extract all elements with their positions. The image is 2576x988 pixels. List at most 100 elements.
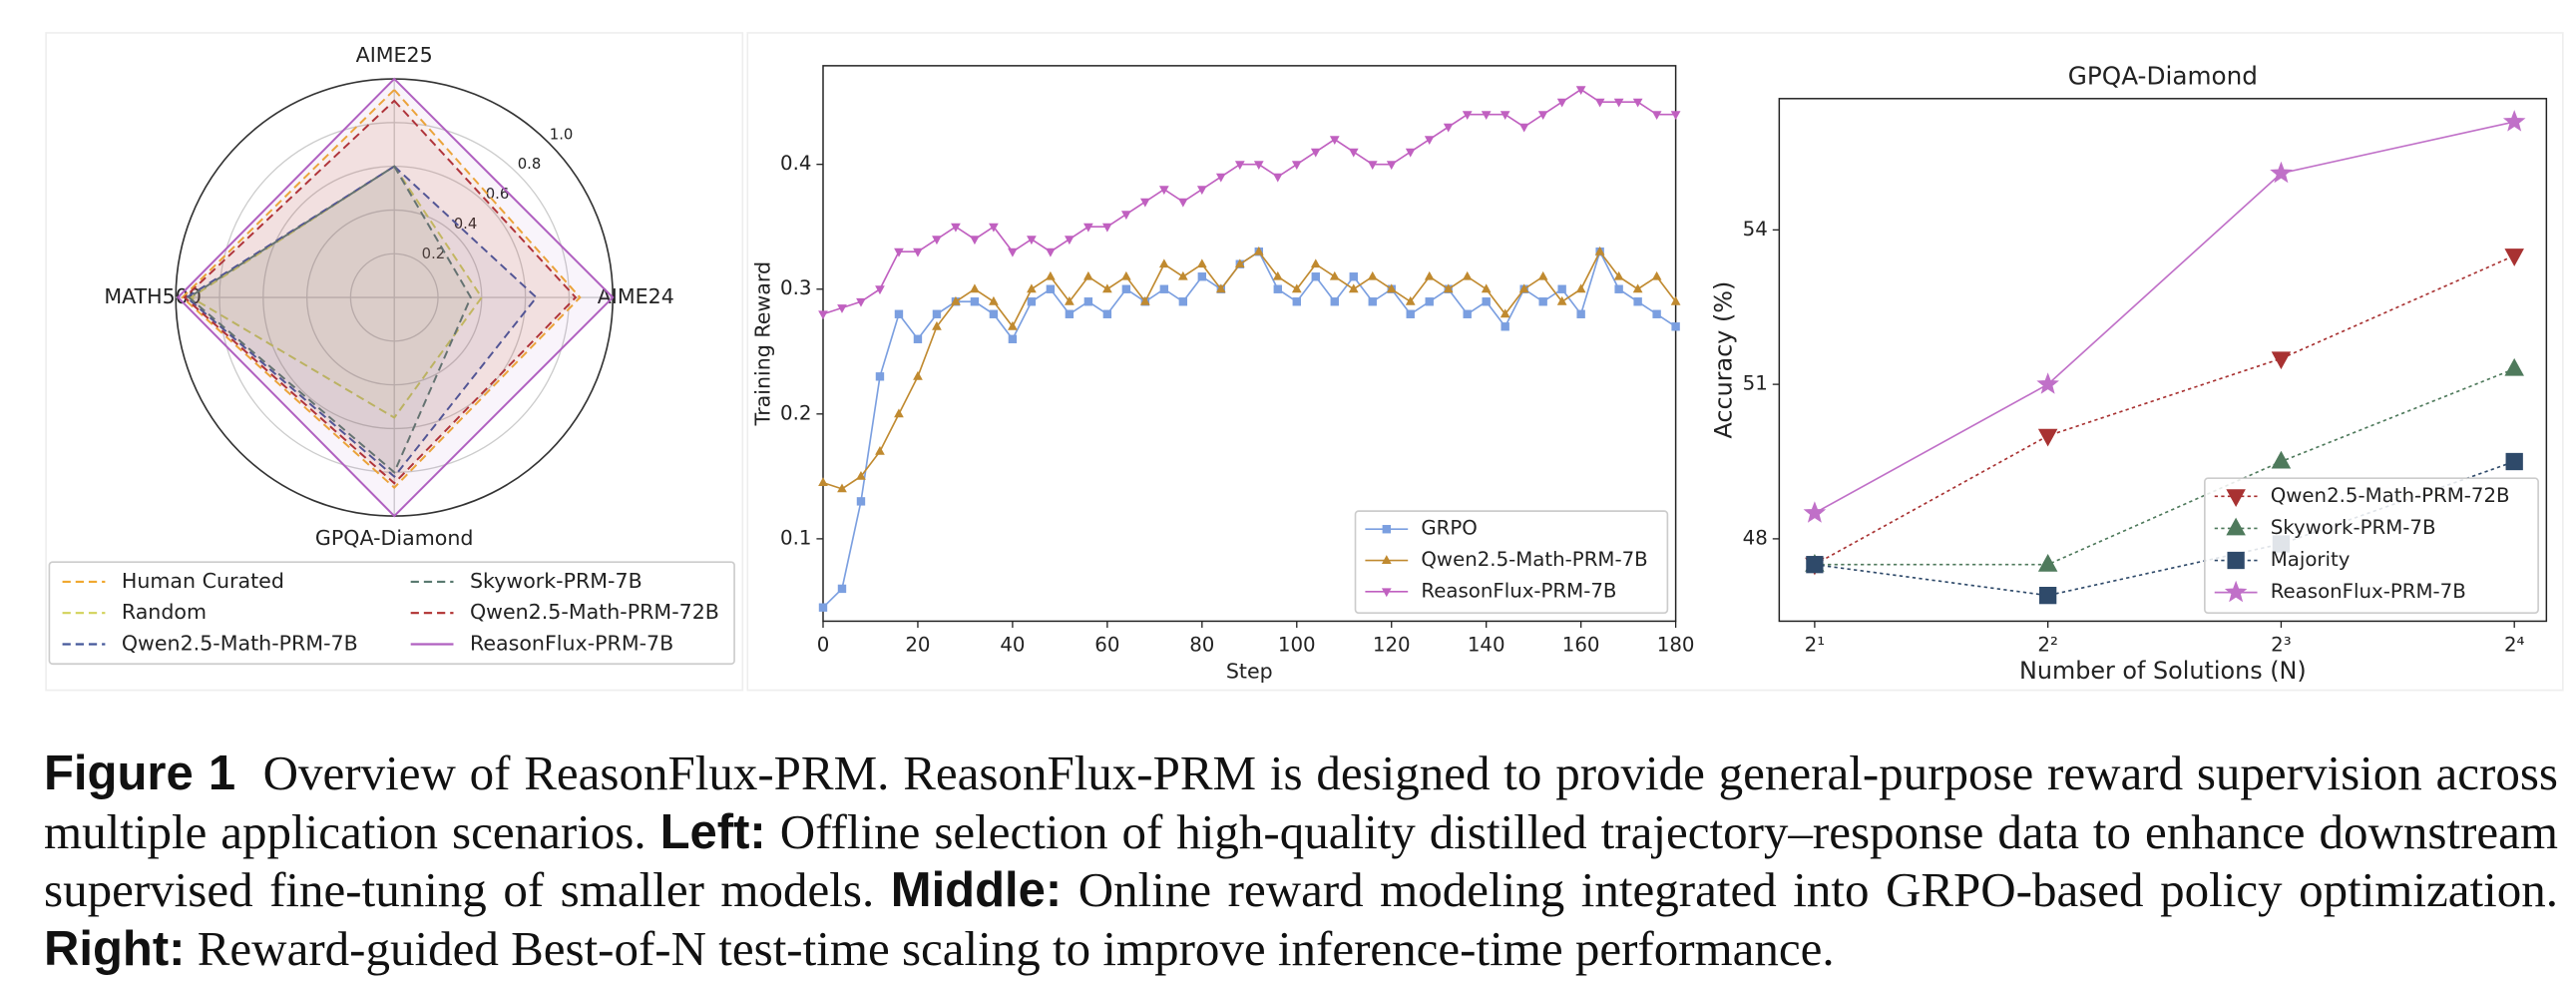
legend-label: ReasonFlux-PRM-7B (1421, 579, 1616, 602)
legend-marker (1381, 555, 1392, 564)
data-point (1008, 247, 1018, 257)
data-point (1215, 283, 1226, 293)
data-point (1463, 309, 1472, 318)
left-panel-frame (45, 32, 744, 692)
x-tick-label: 60 (1094, 634, 1119, 657)
data-point (1405, 295, 1416, 305)
data-point (1083, 270, 1093, 280)
data-point (1613, 270, 1624, 280)
data-point (989, 295, 999, 305)
x-tick-label: 0 (817, 634, 830, 657)
series-line (822, 249, 1677, 490)
data-point (2504, 357, 2524, 376)
data-point (1120, 270, 1131, 280)
data-point (1481, 283, 1492, 293)
x-tick-label: 160 (1562, 634, 1600, 657)
data-point (1348, 283, 1359, 293)
data-point (1027, 283, 1037, 293)
data-point (932, 309, 942, 318)
data-point (1500, 111, 1510, 121)
caption-right-label: Right: (44, 921, 186, 976)
legend-marker (2226, 517, 2246, 536)
radar-axis-label: AIME24 (598, 284, 674, 308)
data-point (1027, 297, 1037, 306)
radar-tick-label: 1.0 (550, 126, 574, 143)
legend-label: ReasonFlux-PRM-7B (470, 631, 673, 655)
data-point (2036, 372, 2059, 394)
data-point (1652, 309, 1661, 318)
x-tick-label: 2³ (2271, 634, 2291, 657)
data-point (1291, 161, 1302, 171)
data-point (1518, 283, 1529, 293)
data-point (1102, 309, 1112, 318)
y-tick-label: 0.2 (780, 401, 811, 424)
caption-left: Offline selection of high-quality distil… (44, 803, 2559, 918)
legend-label: Qwen2.5-Math-PRM-7B (1421, 548, 1647, 571)
radar-series (183, 99, 578, 485)
data-point (1367, 270, 1378, 280)
x-axis-label: Step (1226, 659, 1273, 683)
data-point (1272, 173, 1283, 183)
data-point (1008, 320, 1018, 330)
data-point (1273, 284, 1282, 293)
radar-series (181, 88, 582, 489)
data-point (1291, 283, 1302, 293)
data-point (1462, 111, 1473, 121)
data-point (970, 297, 980, 306)
data-point (1537, 111, 1548, 121)
series-line (1814, 367, 2515, 566)
y-tick-label: 54 (1743, 218, 1768, 241)
legend-marker (2224, 580, 2248, 603)
data-point (1803, 501, 1827, 523)
data-point (1613, 98, 1624, 108)
legend-label: ReasonFlux-PRM-7B (2271, 580, 2466, 603)
data-point (989, 223, 999, 233)
data-point (1557, 284, 1566, 293)
data-point (1272, 270, 1283, 280)
data-point (1046, 284, 1056, 293)
series-line (822, 88, 1676, 315)
data-point (1405, 148, 1416, 158)
data-point (1651, 270, 1662, 280)
data-point (2270, 161, 2293, 184)
data-point (1253, 246, 1264, 255)
plot-frame (1778, 98, 2548, 623)
data-point (1120, 211, 1131, 221)
y-tick-label: 51 (1743, 372, 1768, 395)
data-point (932, 236, 942, 246)
y-tick-label: 0.3 (780, 276, 811, 299)
data-point (2271, 450, 2292, 469)
data-point (1330, 297, 1339, 306)
data-point (1651, 111, 1662, 121)
data-point (1159, 284, 1169, 293)
data-point (1253, 161, 1264, 171)
x-tick-label: 80 (1189, 634, 1214, 657)
data-point (1083, 297, 1093, 306)
legend-label: Majority (2271, 548, 2351, 571)
data-point (1348, 148, 1359, 158)
data-point (1065, 236, 1074, 246)
data-point (1575, 283, 1586, 293)
series-line (1814, 121, 2515, 514)
data-point (1046, 247, 1056, 257)
x-axis-label: Number of Solutions (N) (2019, 657, 2307, 685)
data-point (1139, 295, 1150, 305)
data-point (951, 295, 961, 305)
legend-label: Qwen2.5-Math-PRM-72B (470, 600, 719, 624)
x-tick-label: 2² (2037, 634, 2057, 657)
data-point (1556, 295, 1567, 305)
data-point (1311, 272, 1320, 281)
data-point (1139, 198, 1150, 208)
legend-box (1354, 510, 1669, 615)
x-tick-label: 120 (1373, 634, 1411, 657)
data-point (1215, 173, 1226, 183)
legend-label: Skywork-PRM-7B (2271, 516, 2436, 539)
y-tick-label: 48 (1743, 526, 1768, 549)
data-point (1594, 246, 1605, 255)
legend-marker (2226, 489, 2246, 508)
x-tick-label: 40 (1000, 634, 1025, 657)
data-point (951, 223, 961, 233)
data-point (1027, 236, 1037, 246)
legend-label: Qwen2.5-Math-PRM-72B (2271, 484, 2510, 507)
